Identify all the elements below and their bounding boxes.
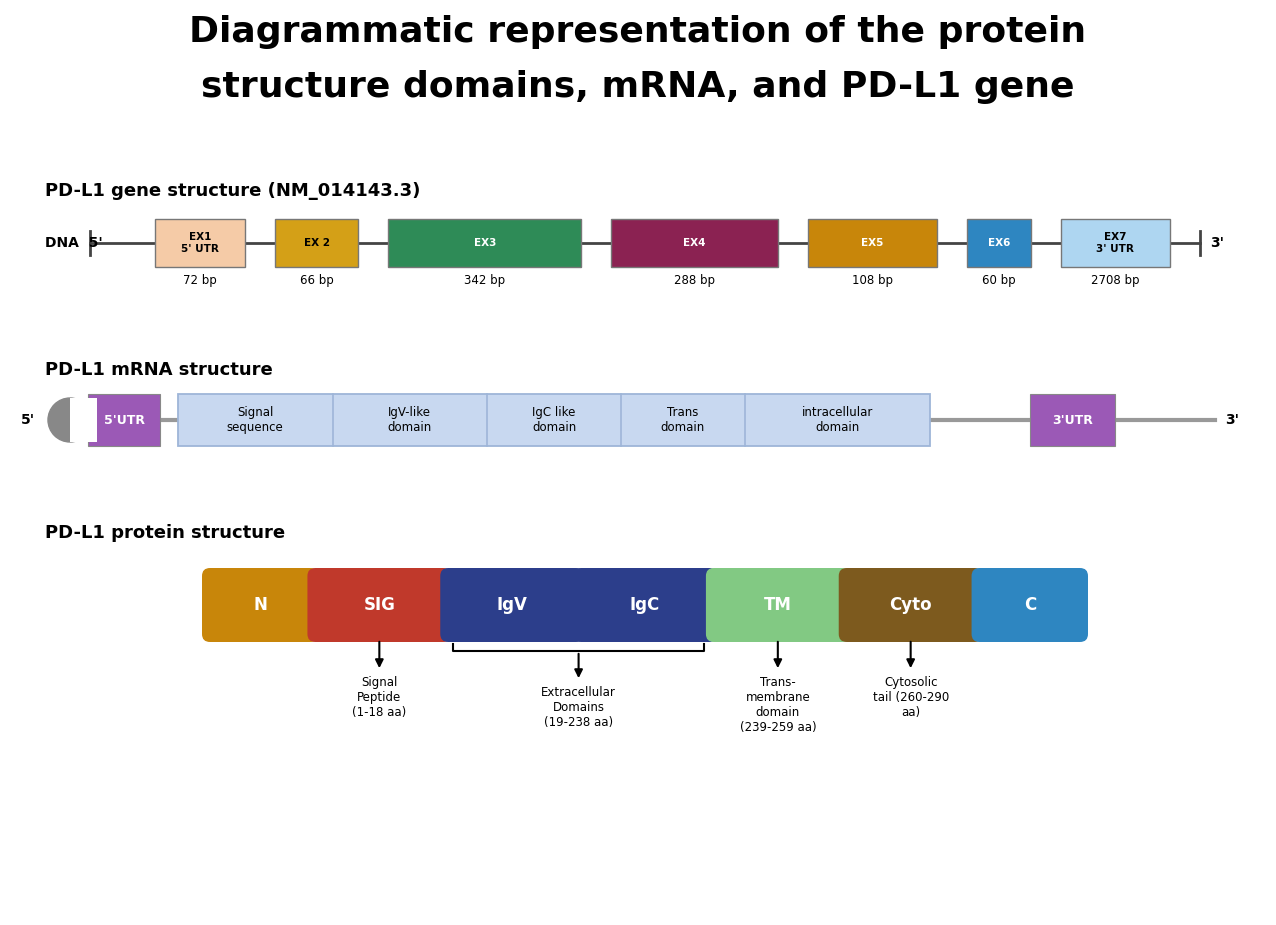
- Text: 288 bp: 288 bp: [674, 274, 715, 287]
- Text: IgV-like
domain: IgV-like domain: [388, 406, 431, 434]
- FancyBboxPatch shape: [154, 219, 245, 267]
- Text: Cytosolic
tail (260-290
aa): Cytosolic tail (260-290 aa): [873, 676, 949, 719]
- Text: Cyto: Cyto: [889, 596, 931, 614]
- Text: 5': 5': [20, 413, 34, 427]
- Circle shape: [48, 398, 92, 442]
- Text: 66 bp: 66 bp: [300, 274, 333, 287]
- Text: EX7
3' UTR: EX7 3' UTR: [1096, 232, 1134, 253]
- Text: Signal
sequence: Signal sequence: [227, 406, 283, 434]
- Text: intracellular
domain: intracellular domain: [801, 406, 873, 434]
- Text: IgV: IgV: [496, 596, 527, 614]
- FancyBboxPatch shape: [971, 568, 1088, 642]
- Text: 342 bp: 342 bp: [464, 274, 505, 287]
- Text: PD-L1 mRNA structure: PD-L1 mRNA structure: [45, 361, 273, 379]
- FancyBboxPatch shape: [177, 394, 930, 446]
- Text: 72 bp: 72 bp: [182, 274, 217, 287]
- Text: EX 2: EX 2: [304, 238, 329, 248]
- FancyBboxPatch shape: [202, 568, 319, 642]
- Text: 3': 3': [1225, 413, 1239, 427]
- Text: IgC like
domain: IgC like domain: [532, 406, 577, 434]
- FancyBboxPatch shape: [573, 568, 717, 642]
- Text: IgC: IgC: [630, 596, 660, 614]
- FancyBboxPatch shape: [808, 219, 937, 267]
- Text: 3'UTR: 3'UTR: [1053, 413, 1094, 426]
- Text: PD-L1 protein structure: PD-L1 protein structure: [45, 524, 285, 542]
- FancyBboxPatch shape: [1030, 394, 1115, 446]
- FancyBboxPatch shape: [388, 219, 581, 267]
- Text: PD-L1 gene structure (NM_014143.3): PD-L1 gene structure (NM_014143.3): [45, 182, 420, 200]
- FancyBboxPatch shape: [70, 398, 97, 442]
- Text: Signal
Peptide
(1-18 aa): Signal Peptide (1-18 aa): [352, 676, 407, 719]
- Text: N: N: [253, 596, 267, 614]
- FancyBboxPatch shape: [440, 568, 584, 642]
- Text: EX4: EX4: [684, 238, 706, 248]
- FancyBboxPatch shape: [274, 219, 359, 267]
- Text: SIG: SIG: [364, 596, 396, 614]
- Text: 3': 3': [1210, 236, 1224, 250]
- Text: EX6: EX6: [988, 238, 1009, 248]
- Text: Trans-
membrane
domain
(239-259 aa): Trans- membrane domain (239-259 aa): [740, 676, 817, 734]
- Text: structure domains, mRNA, and PD-L1 gene: structure domains, mRNA, and PD-L1 gene: [202, 70, 1074, 104]
- Text: Extracellular
Domains
(19-238 aa): Extracellular Domains (19-238 aa): [541, 686, 616, 729]
- FancyBboxPatch shape: [706, 568, 850, 642]
- FancyBboxPatch shape: [1060, 219, 1170, 267]
- Text: EX5: EX5: [861, 238, 883, 248]
- Text: EX3: EX3: [473, 238, 496, 248]
- Text: Trans
domain: Trans domain: [661, 406, 704, 434]
- FancyBboxPatch shape: [967, 219, 1031, 267]
- FancyBboxPatch shape: [611, 219, 778, 267]
- Text: 108 bp: 108 bp: [852, 274, 893, 287]
- Text: C: C: [1023, 596, 1036, 614]
- Text: DNA  5': DNA 5': [45, 236, 103, 250]
- Text: EX1
5' UTR: EX1 5' UTR: [181, 232, 219, 253]
- FancyBboxPatch shape: [88, 394, 160, 446]
- FancyBboxPatch shape: [838, 568, 983, 642]
- Text: 5'UTR: 5'UTR: [103, 413, 144, 426]
- FancyBboxPatch shape: [308, 568, 452, 642]
- Text: 2708 bp: 2708 bp: [1091, 274, 1139, 287]
- Text: TM: TM: [764, 596, 792, 614]
- Text: 60 bp: 60 bp: [981, 274, 1016, 287]
- Text: Diagrammatic representation of the protein: Diagrammatic representation of the prote…: [189, 15, 1087, 49]
